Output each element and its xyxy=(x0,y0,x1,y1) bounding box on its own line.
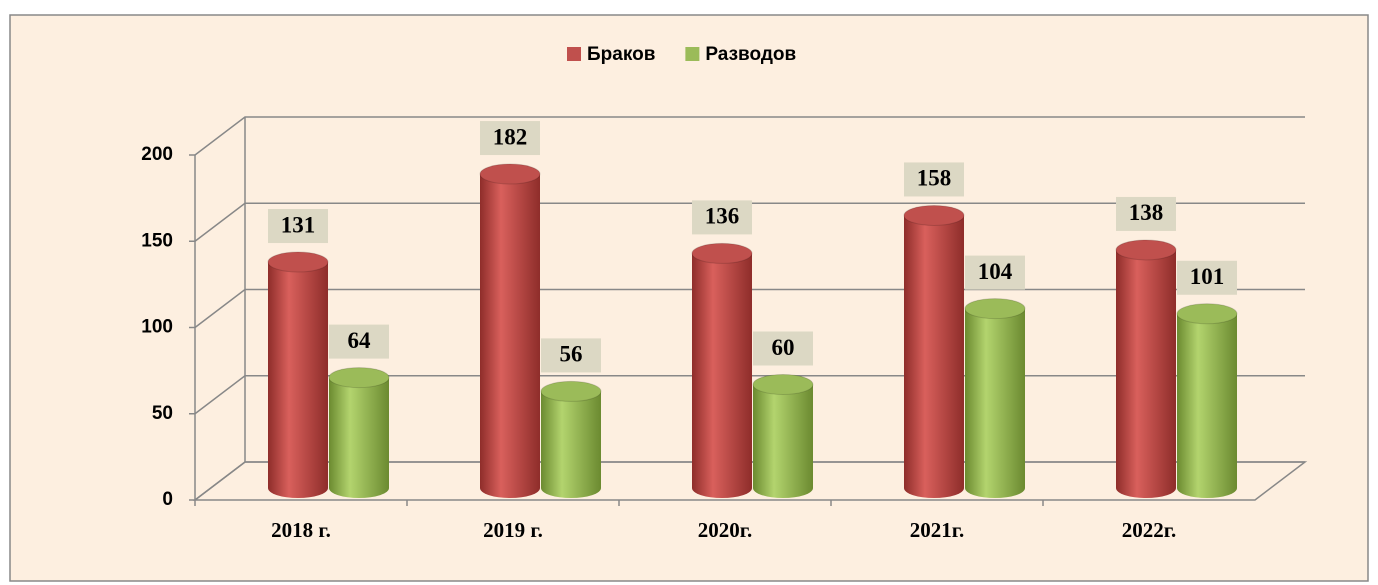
bar xyxy=(267,251,329,498)
bar-part xyxy=(1116,249,1176,498)
bar-part xyxy=(480,174,540,499)
bar-part xyxy=(1115,239,1177,261)
y-tick-label: 50 xyxy=(152,403,173,424)
data-label-bg xyxy=(268,209,328,244)
bar-part xyxy=(752,374,814,395)
data-label: 131 xyxy=(281,212,316,237)
legend-label: Браков xyxy=(587,44,655,65)
bar xyxy=(1176,303,1238,498)
bar-part xyxy=(329,377,389,498)
legend-swatch xyxy=(685,47,700,61)
bar-part xyxy=(691,242,753,264)
bar-part xyxy=(1176,303,1238,325)
data-label-bg xyxy=(1177,260,1237,295)
x-tick-label: 2021г. xyxy=(910,518,964,542)
bar-part xyxy=(267,251,329,273)
data-label-bg xyxy=(753,331,813,366)
data-label: 64 xyxy=(348,328,372,353)
bar-part xyxy=(965,308,1025,498)
bar-part xyxy=(328,367,390,389)
bar xyxy=(540,380,602,498)
data-label: 60 xyxy=(772,335,795,360)
bar xyxy=(479,163,541,499)
data-label: 101 xyxy=(1190,264,1225,289)
data-label-bg xyxy=(541,338,601,373)
bar-part xyxy=(268,262,328,498)
y-tick-label: 0 xyxy=(162,489,173,510)
data-label-bg xyxy=(480,121,540,156)
bar-part xyxy=(903,204,965,226)
bar xyxy=(328,367,390,498)
legend-label: Разводов xyxy=(705,44,796,65)
bar xyxy=(691,242,753,498)
bar-part xyxy=(692,253,752,498)
data-label: 104 xyxy=(978,259,1013,284)
bar xyxy=(903,204,965,498)
grid-line xyxy=(194,116,1305,156)
data-label: 182 xyxy=(493,124,528,149)
bar-part xyxy=(964,298,1026,320)
x-tick-label: 2022г. xyxy=(1122,518,1176,542)
bar-part xyxy=(479,163,541,185)
data-label: 136 xyxy=(705,204,740,229)
data-label-bg xyxy=(1116,196,1176,231)
bar-part xyxy=(904,215,964,498)
bar xyxy=(964,298,1026,498)
bar-part xyxy=(753,384,813,498)
bar-part xyxy=(540,380,602,402)
x-tick-label: 2020г. xyxy=(698,518,752,542)
y-tick-label: 200 xyxy=(141,144,173,165)
bar-part xyxy=(541,391,601,498)
data-label: 138 xyxy=(1129,200,1164,225)
data-label: 56 xyxy=(560,342,583,367)
data-label-bg xyxy=(904,162,964,197)
bar-part xyxy=(1177,313,1237,498)
data-label-bg xyxy=(692,200,752,235)
bar xyxy=(1115,239,1177,498)
data-label: 158 xyxy=(917,166,952,191)
x-tick-label: 2019 г. xyxy=(483,518,543,542)
x-tick-label: 2018 г. xyxy=(271,518,331,542)
grid-line xyxy=(194,202,1305,242)
legend-swatch xyxy=(567,47,581,61)
data-label-bg xyxy=(329,324,389,359)
y-tick-label: 150 xyxy=(141,230,173,251)
data-label-bg xyxy=(965,255,1025,290)
bar xyxy=(752,374,814,498)
y-tick-label: 100 xyxy=(141,317,173,338)
